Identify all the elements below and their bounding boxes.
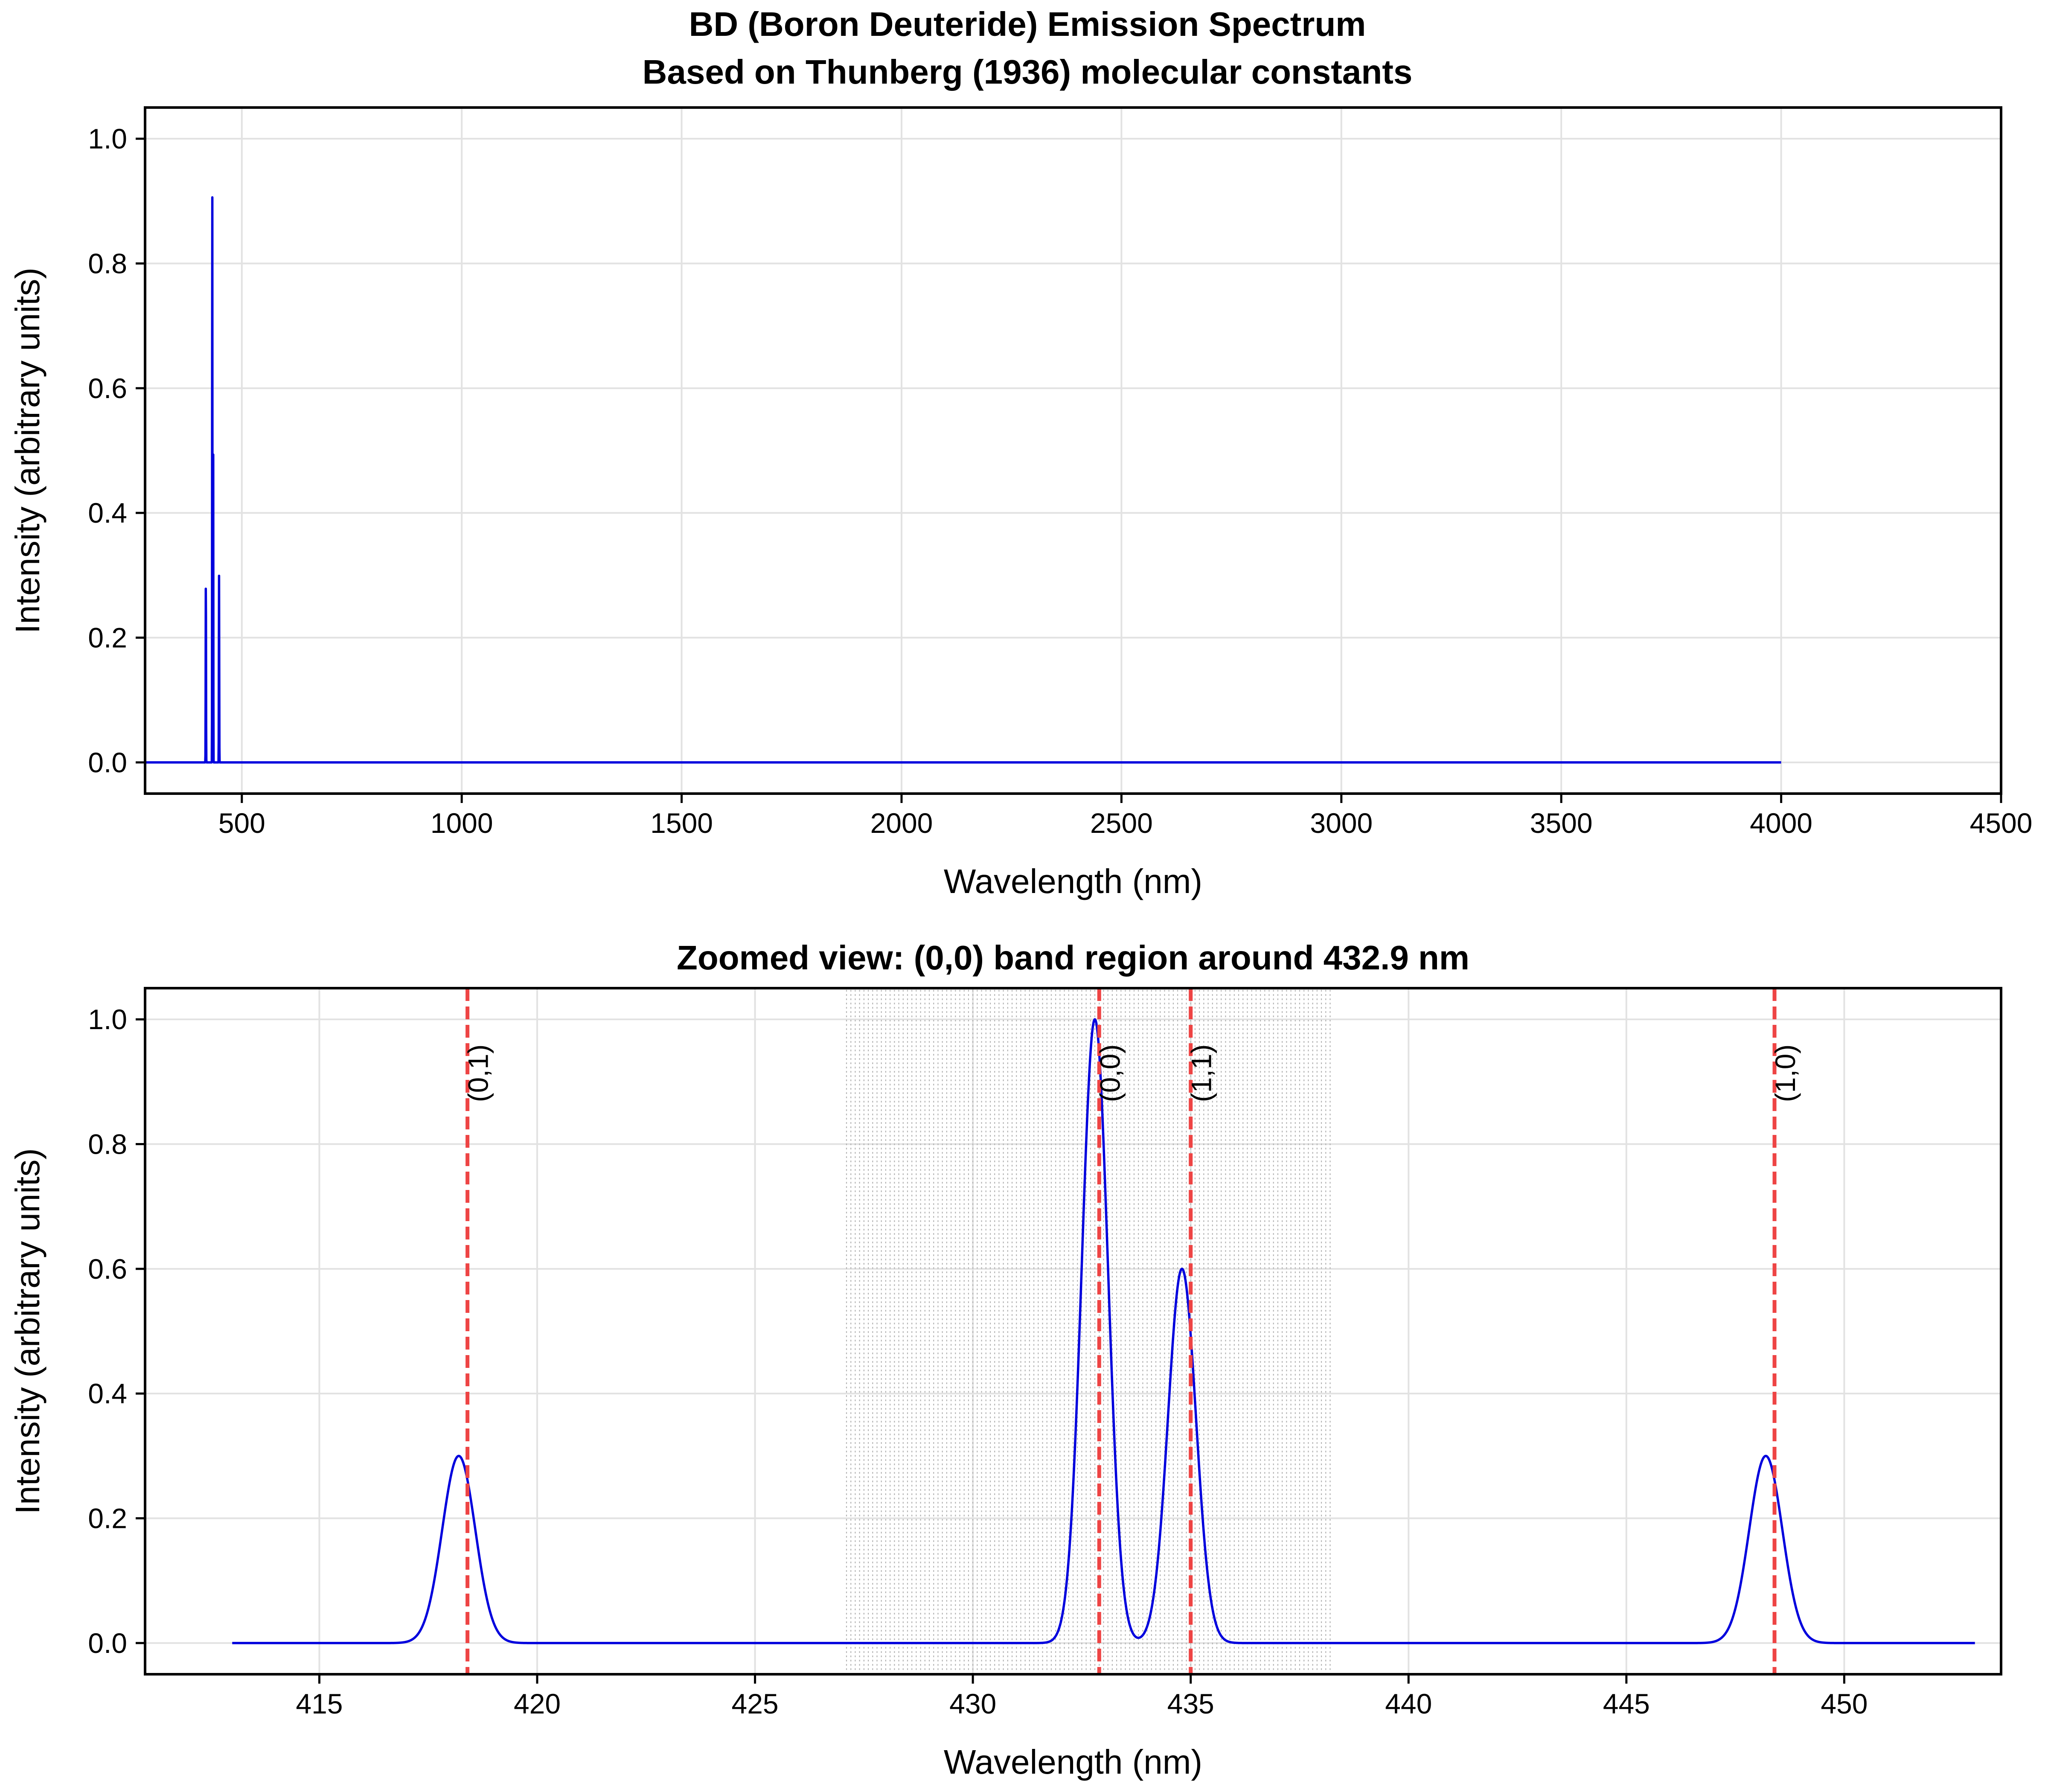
band-marker-label: (0,1)	[463, 1044, 494, 1103]
panel-title: Zoomed view: (0,0) band region around 43…	[677, 939, 1469, 977]
x-tick-label: 500	[218, 807, 265, 839]
figure-title-line2: Based on Thunberg (1936) molecular const…	[643, 53, 1413, 91]
y-tick-label: 0.8	[88, 1128, 127, 1160]
x-tick-label: 420	[514, 1688, 561, 1719]
x-tick-label: 4000	[1750, 807, 1812, 839]
y-tick-label: 0.2	[88, 622, 127, 654]
x-tick-label: 425	[732, 1688, 779, 1719]
y-tick-label: 0.2	[88, 1503, 127, 1534]
x-tick-label: 450	[1821, 1688, 1868, 1719]
x-tick-label: 2500	[1090, 807, 1153, 839]
x-tick-label: 4500	[1970, 807, 2033, 839]
x-tick-label: 1500	[650, 807, 713, 839]
band-marker-label: (1,1)	[1186, 1044, 1217, 1103]
y-tick-label: 1.0	[88, 123, 127, 154]
axes-frame	[144, 106, 2002, 795]
y-tick-label: 0.4	[88, 497, 127, 529]
x-tick-label: 435	[1167, 1688, 1214, 1719]
x-tick-label: 3500	[1530, 807, 1593, 839]
spectrum-full-panel: 500 1000 1500 2000 2500 3000 3500 4000 4500 0.0 0.…	[9, 106, 2033, 900]
y-tick-label: 0.4	[88, 1378, 127, 1409]
x-tick-label: 3000	[1310, 807, 1373, 839]
band-marker-label: (0,0)	[1094, 1044, 1126, 1103]
x-tick-label: 440	[1385, 1688, 1432, 1719]
y-tick-label: 0.0	[88, 747, 127, 778]
x-tick-label: 1000	[431, 807, 493, 839]
spectrum-zoomed-panel: (0,1) (0,0) (1,1) (1,0) 415 420 425 430 435 440 44…	[9, 939, 2002, 1781]
y-axis-label: Intensity (arbitrary units)	[9, 268, 47, 634]
y-tick-label: 1.0	[88, 1004, 127, 1035]
axes-frame	[144, 987, 2002, 1676]
spectrum-line	[231, 1018, 1976, 1644]
y-tick-label: 0.6	[88, 372, 127, 404]
x-tick-label: 2000	[870, 807, 933, 839]
x-tick-label: 415	[296, 1688, 343, 1719]
band-marker-label: (1,0)	[1769, 1044, 1801, 1103]
y-tick-label: 0.6	[88, 1253, 127, 1285]
y-axis-label: Intensity (arbitrary units)	[9, 1148, 47, 1514]
y-tick-label: 0.8	[88, 247, 127, 279]
x-tick-label: 445	[1603, 1688, 1650, 1719]
spectrum-line	[144, 196, 1782, 764]
y-tick-label: 0.0	[88, 1627, 127, 1659]
x-tick-label: 430	[949, 1688, 996, 1719]
x-axis-label: Wavelength (nm)	[944, 1743, 1202, 1781]
x-axis-label: Wavelength (nm)	[944, 862, 1202, 900]
figure-title-line1: BD (Boron Deuteride) Emission Spectrum	[689, 5, 1366, 43]
